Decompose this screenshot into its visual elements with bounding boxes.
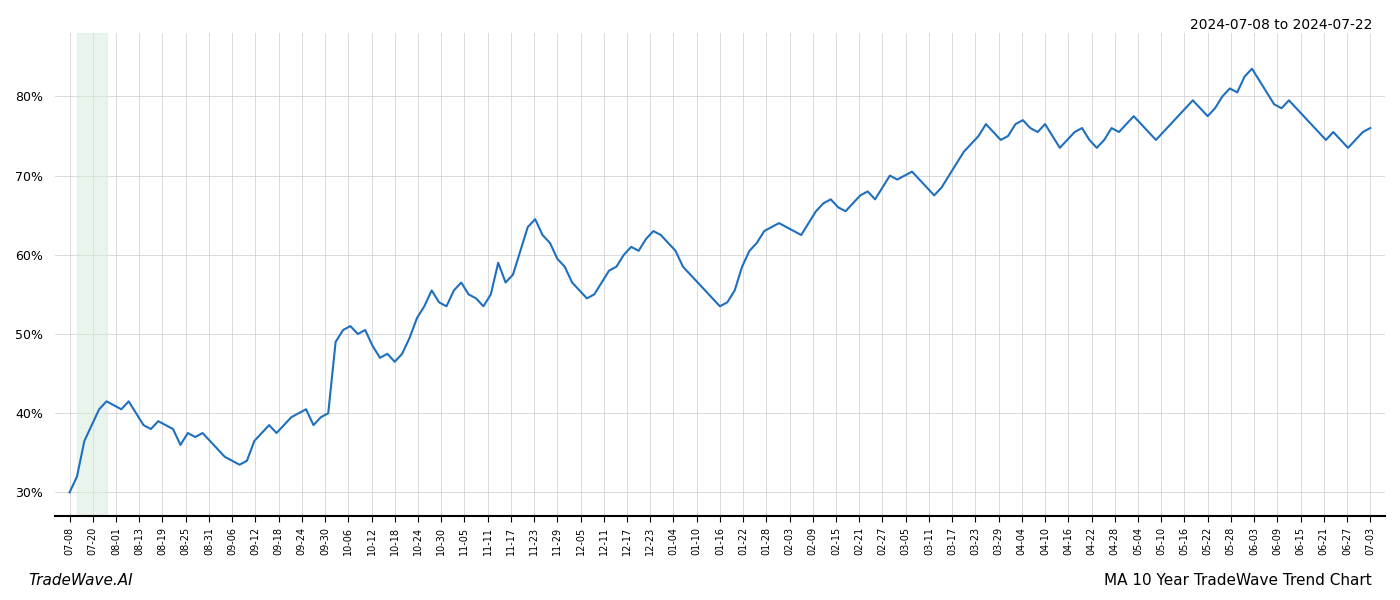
Text: TradeWave.AI: TradeWave.AI [28, 573, 133, 588]
Text: 2024-07-08 to 2024-07-22: 2024-07-08 to 2024-07-22 [1190, 18, 1372, 32]
Text: MA 10 Year TradeWave Trend Chart: MA 10 Year TradeWave Trend Chart [1105, 573, 1372, 588]
Bar [77, 33, 106, 516]
